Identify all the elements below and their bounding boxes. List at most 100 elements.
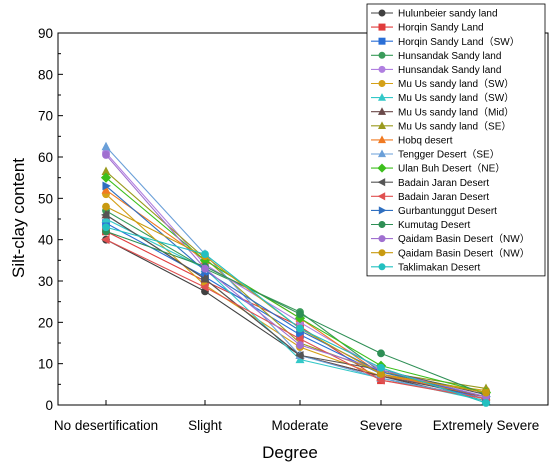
legend-item: Qaidam Basin Desert（NW） [371,233,530,245]
data-point [296,310,304,318]
y-tick-label: 70 [38,109,53,124]
legend-item: Mu Us sandy land（SW） [371,78,514,90]
legend-marker [378,263,386,271]
data-point [294,313,306,324]
legend-marker [378,23,386,31]
legend-label: Hunsandak Sandy land [398,51,501,62]
legend-label: Hobq desert [398,136,453,147]
data-point [102,202,110,211]
y-tick-label: 40 [38,233,53,248]
legend-marker [377,135,387,144]
data-point [482,388,490,397]
y-tick-label: 10 [38,357,53,372]
legend-label: Badain Jaran Desert [398,178,489,189]
legend-marker [378,235,386,243]
legend-item: Mu Us sandy land（SE） [371,120,511,132]
legend-label: Gurbantunggut Desert [398,206,497,217]
legend-marker [377,149,387,158]
legend-label: Mu Us sandy land（Mid） [398,106,514,118]
legend-item: Horqin Sandy Land [371,23,484,34]
legend-label: Hulunbeier sandy land [398,9,498,20]
data-point [296,324,304,333]
legend-item: Hunsandak Sandy land [371,65,501,76]
legend-item: Hulunbeier sandy land [371,9,498,20]
data-point [201,264,209,273]
legend-label: Mu Us sandy land（SW） [398,78,514,90]
legend-marker [377,192,386,201]
legend-item: Tengger Desert（SE） [371,149,500,161]
data-point [295,350,304,360]
legend-marker [378,9,386,17]
data-point [101,141,111,151]
y-tick-label: 60 [38,150,53,165]
series-19 [102,223,490,407]
legend-item: Horqin Sandy Land（SW） [371,36,520,48]
legend-marker [377,163,387,173]
y-tick-label: 0 [45,398,53,413]
data-point [295,334,304,344]
legend-item: Hobq desert [371,135,453,147]
legend-item: Ulan Buh Desert（NE） [371,163,505,175]
series-lines [100,141,492,407]
y-tick-label: 80 [38,67,53,82]
legend-box [366,3,546,277]
legend-item: Badain Jaran Desert [371,178,489,189]
legend-marker [378,65,386,73]
y-tick-label: 20 [38,315,53,330]
legend-item: Taklimakan Desert [371,262,480,273]
x-tick-label: No desertification [54,418,158,433]
data-point [377,349,385,358]
x-axis-title: Degree [262,443,318,462]
legend-label: Mu Us sandy land（SE） [398,120,511,132]
legend-label: Tengger Desert（SE） [398,149,500,161]
data-point [100,172,112,183]
legend-item: Mu Us sandy land（SW） [371,92,514,104]
legend-marker [378,51,386,59]
x-tick-label: Slight [188,418,222,433]
legend-label: Taklimakan Desert [398,262,480,273]
legend-marker [377,121,387,129]
legend: Hulunbeier sandy land Horqin Sandy Land Ho… [366,3,546,277]
legend-marker [378,206,387,215]
x-tick-label: Moderate [271,418,328,433]
legend-marker [377,93,387,101]
data-point [482,399,490,407]
legend-label: Horqin Sandy Land（SW） [398,36,520,48]
y-axis-title: Silt-clay content [9,158,28,278]
data-point [377,363,385,372]
legend-label: Qaidam Basin Desert（NW） [398,247,530,259]
y-tick-label: 50 [38,191,53,206]
legend-marker [378,37,386,45]
legend-item: Hunsandak Sandy land [371,51,501,62]
legend-item: Gurbantunggut Desert [371,206,497,217]
y-tick-label: 30 [38,274,53,289]
legend-label: Badain Jaran Desert [398,192,489,203]
legend-item: Badain Jaran Desert [371,192,489,203]
legend-marker [378,221,386,229]
data-point [376,375,385,385]
legend-item: Mu Us sandy land（Mid） [371,106,514,118]
legend-label: Hunsandak Sandy land [398,65,501,76]
legend-item: Qaidam Basin Desert（NW） [371,247,530,259]
data-point [101,210,110,220]
data-point [200,282,209,292]
data-point [201,250,209,259]
data-point [102,151,110,159]
legend-label: Qaidam Basin Desert（NW） [398,233,530,245]
data-point [102,181,111,191]
data-point [102,223,110,232]
legend-label: Ulan Buh Desert（NE） [398,163,505,175]
legend-label: Kumutag Desert [398,220,470,231]
legend-marker [377,178,386,187]
legend-label: Horqin Sandy Land [398,23,484,34]
legend-label: Mu Us sandy land（SW） [398,92,514,104]
legend-marker [378,80,386,88]
x-tick-label: Extremely Severe [433,418,540,433]
x-tick-label: Severe [360,418,403,433]
legend-marker [377,107,387,115]
data-point [296,341,304,349]
y-tick-label: 90 [38,26,53,41]
legend-item: Kumutag Desert [371,220,470,231]
data-point [200,274,209,284]
